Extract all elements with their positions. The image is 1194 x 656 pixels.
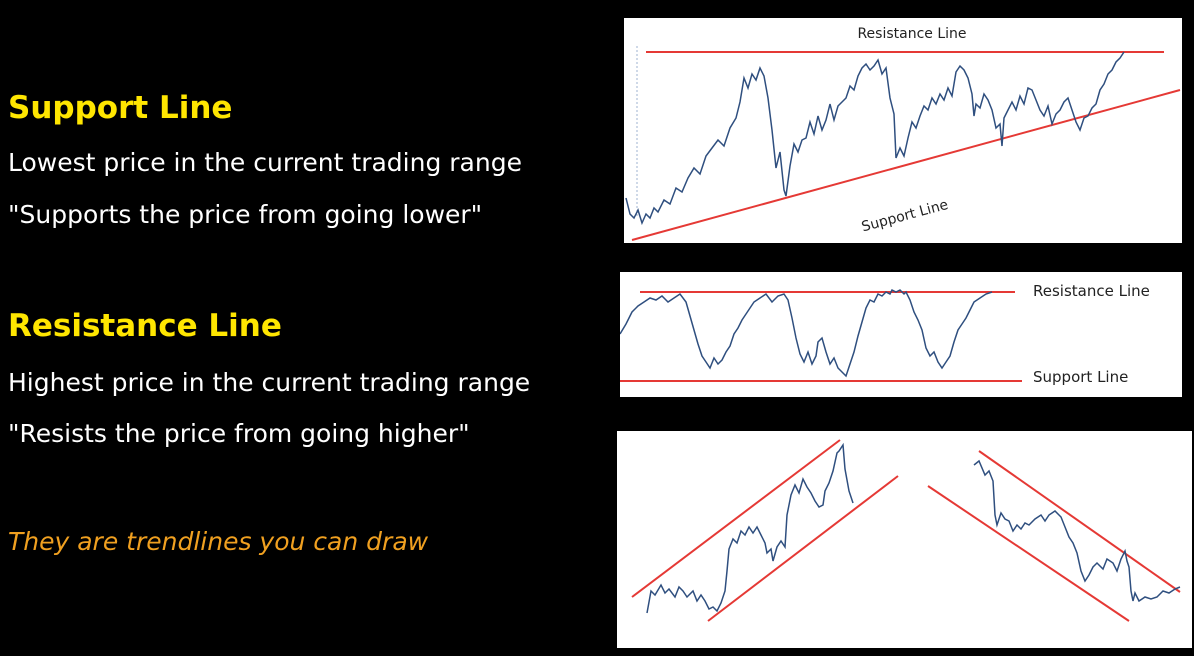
lower-channel-line — [707, 475, 899, 622]
price-series — [625, 51, 1125, 226]
trendline-note: They are trendlines you can draw — [8, 527, 429, 556]
resistance-line-heading: Resistance Line — [8, 308, 282, 344]
ascending-triangle-figure: Resistance Line Support Line — [624, 18, 1182, 243]
uptrend-price-series — [646, 442, 854, 614]
horizontal-range-diagram: Resistance Line Support Line — [620, 282, 1150, 386]
resistance-line-definition: Highest price in the current trading ran… — [8, 368, 531, 397]
price-series — [620, 288, 993, 378]
trend-channels-figure — [617, 431, 1192, 648]
horizontal-range-figure: Resistance Line Support Line — [620, 272, 1182, 397]
support-line-label: Support Line — [860, 197, 950, 235]
support-line-heading: Support Line — [8, 90, 233, 126]
resistance-line-quote: "Resists the price from going higher" — [8, 419, 470, 448]
trend-channels-diagram — [631, 439, 1181, 622]
ascending-triangle-diagram: Resistance Line Support Line — [625, 26, 1181, 241]
support-line-label: Support Line — [1033, 368, 1128, 386]
upper-channel-line — [978, 450, 1181, 593]
resistance-line-label: Resistance Line — [1033, 282, 1150, 300]
support-line-definition: Lowest price in the current trading rang… — [8, 148, 522, 177]
downtrend-price-series — [973, 459, 1181, 603]
lower-channel-line — [927, 485, 1130, 622]
resistance-line-label: Resistance Line — [857, 26, 966, 42]
upper-channel-line — [631, 439, 841, 598]
support-line-quote: "Supports the price from going lower" — [8, 200, 483, 229]
